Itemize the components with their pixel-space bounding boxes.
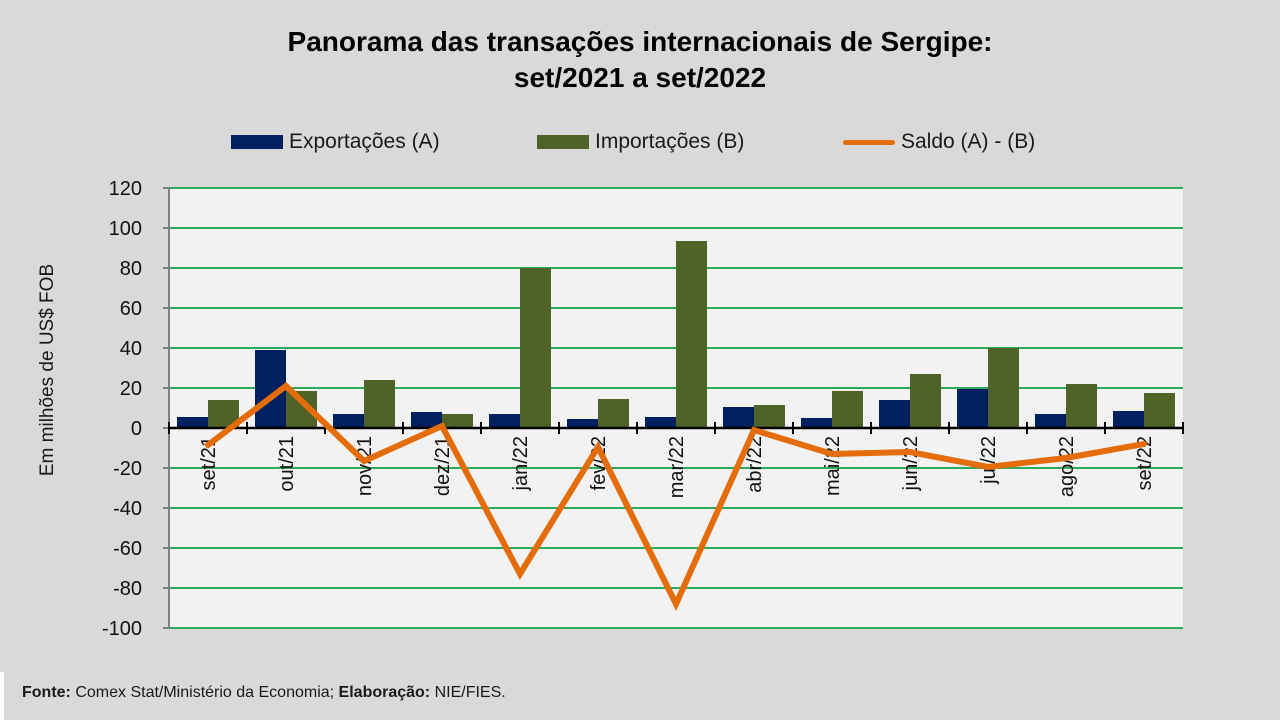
legend-swatch-imports [537, 135, 589, 149]
y-tick-label: -40 [113, 498, 142, 520]
y-tick-label: -20 [113, 458, 142, 480]
left-edge-strip [0, 672, 4, 720]
bar-exports [333, 414, 364, 428]
bar-exports [723, 407, 754, 428]
bar-exports [1035, 414, 1066, 428]
footer-source-label: Fonte: [22, 684, 71, 701]
bar-imports [676, 241, 707, 428]
bar-imports [364, 380, 395, 428]
bar-exports [177, 417, 208, 428]
legend-item-exports: Exportações (A) [231, 130, 440, 154]
bar-exports [957, 389, 988, 428]
x-tick-label: nov/21 [354, 436, 376, 496]
legend-swatch-exports [231, 135, 283, 149]
y-tick-label: -100 [102, 618, 142, 640]
bar-exports [489, 414, 520, 428]
bar-exports [567, 419, 598, 428]
bar-imports [1066, 384, 1097, 428]
x-tick-label: jul/22 [978, 436, 1000, 485]
y-tick-label: 0 [131, 418, 142, 440]
x-tick-label: set/21 [198, 436, 220, 490]
y-tick-label: 60 [120, 298, 142, 320]
bar-exports [645, 417, 676, 428]
bar-imports [910, 374, 941, 428]
x-tick-label: set/22 [1134, 436, 1156, 490]
bar-imports [442, 414, 473, 428]
bar-imports [754, 405, 785, 428]
y-tick-label: -80 [113, 578, 142, 600]
x-tick-label: ago/22 [1056, 436, 1078, 497]
x-tick-label: mar/22 [666, 436, 688, 498]
bar-exports [801, 418, 832, 428]
x-tick-label: jan/22 [510, 436, 532, 492]
legend-label-balance: Saldo (A) - (B) [901, 130, 1036, 153]
legend-label-imports: Importações (B) [595, 130, 745, 153]
bar-exports [1113, 411, 1144, 428]
footer-credit-text: NIE/FIES. [430, 684, 506, 701]
legend: Exportações (A) Importações (B) Saldo (A… [0, 130, 1280, 160]
bar-imports [832, 391, 863, 428]
legend-item-imports: Importações (B) [537, 130, 744, 154]
bar-imports [1144, 393, 1175, 428]
footer-source-text: Comex Stat/Ministério da Economia; [70, 684, 339, 701]
bar-exports [879, 400, 910, 428]
x-tick-label: jun/22 [900, 436, 922, 492]
legend-swatch-balance [843, 139, 895, 145]
bar-imports [520, 268, 551, 428]
chart-title: Panorama das transações internacionais d… [287, 26, 993, 57]
footer-source: Fonte: Comex Stat/Ministério da Economia… [22, 684, 506, 702]
chart-subtitle: set/2021 a set/2022 [513, 62, 767, 93]
x-tick-label: out/21 [276, 436, 298, 492]
bar-exports [411, 412, 442, 428]
footer-credit-label: Elaboração: [338, 684, 431, 701]
x-tick-label: abr/22 [744, 436, 766, 493]
y-tick-label: 40 [120, 338, 142, 360]
legend-item-balance: Saldo (A) - (B) [843, 130, 1035, 154]
bar-imports [988, 348, 1019, 428]
y-tick-label: 80 [120, 258, 142, 280]
bar-imports [598, 399, 629, 428]
legend-label-exports: Exportações (A) [289, 130, 440, 153]
y-tick-label: 100 [109, 218, 142, 240]
y-tick-label: -60 [113, 538, 142, 560]
y-tick-label: 120 [109, 178, 142, 200]
x-tick-label: mai/22 [822, 436, 844, 496]
x-tick-label: dez/21 [432, 436, 454, 496]
y-tick-label: 20 [120, 378, 142, 400]
